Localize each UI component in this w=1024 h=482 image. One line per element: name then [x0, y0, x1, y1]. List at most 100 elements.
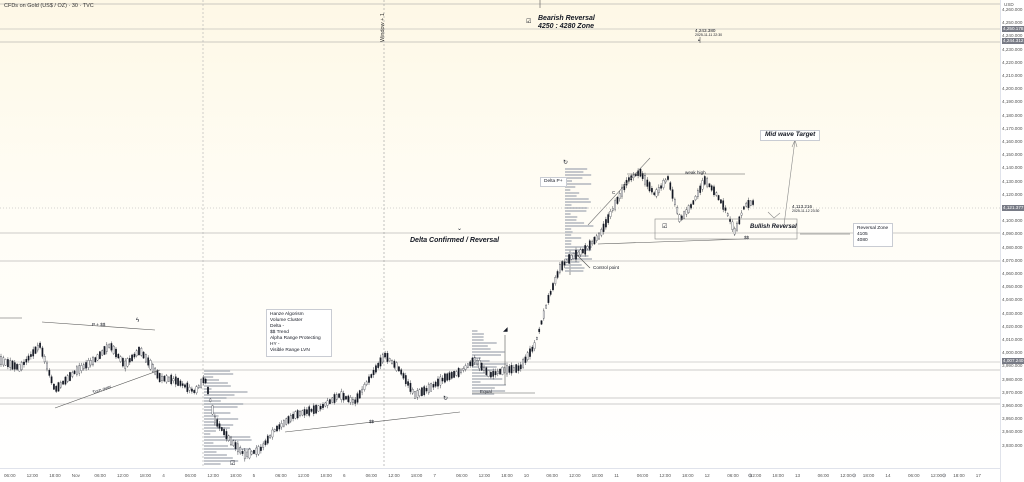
profile-bar [472, 390, 506, 392]
candle-body [398, 366, 400, 372]
notes-line-2: Delta - [270, 324, 285, 329]
chevron-down-icon: ⌄ [457, 226, 463, 232]
candle-body [747, 200, 750, 208]
candle-body [519, 364, 522, 370]
candle-body [78, 365, 81, 374]
candle-body [262, 443, 265, 448]
price-tick-label: 4,200.000 [1002, 86, 1023, 92]
profile-bar [565, 201, 591, 203]
mid-target-arrow [791, 139, 798, 148]
profile-bar [472, 384, 506, 386]
candle-body [379, 357, 382, 367]
trendline-turn-over [54, 369, 161, 409]
candle-body [18, 364, 21, 372]
candle-body [706, 178, 708, 187]
flag-icon: ◢ [503, 327, 508, 333]
candle-body [124, 360, 127, 369]
candle-body [722, 200, 725, 210]
candle-body [59, 382, 62, 388]
price-chart[interactable] [0, 0, 1000, 468]
candle-body [278, 424, 281, 430]
candle-body [324, 402, 327, 407]
profile-bar [204, 394, 235, 396]
candle-body [499, 368, 501, 375]
candle-body [623, 184, 626, 191]
profile-bar [204, 391, 248, 393]
candle-body [439, 376, 442, 386]
candle-body [76, 366, 78, 375]
candle-body [577, 251, 580, 256]
candle-body [646, 179, 649, 187]
notes-line-3: $$ Trend [270, 330, 289, 335]
price-tick-label: 4,050.000 [1002, 284, 1023, 290]
candle-body [724, 207, 727, 211]
candle-body [105, 344, 108, 352]
candle-body [411, 389, 414, 394]
candle-body [361, 388, 363, 393]
candle-body [55, 386, 58, 392]
time-axis[interactable]: 06:00 12:00 18:00 Nov 06:00 12:00 18:00 4 06:00 1… [0, 468, 1000, 482]
price-tick-label: 4,120.000 [1002, 191, 1023, 197]
price-axis[interactable]: USD 4,260.000 4,250.000 4,240.000 4,230.000… [1000, 0, 1024, 482]
candle-body [575, 250, 577, 260]
profile-bar [472, 387, 495, 389]
profile-bar [565, 216, 578, 218]
chart-area[interactable]: CFDs on Gold (US$ / OZ) · 30 · TVC Windo… [0, 0, 1000, 468]
time-tick-label: 06:00 [546, 473, 558, 478]
candle-body [237, 443, 239, 453]
candle-body [609, 211, 612, 217]
profile-bar [565, 210, 587, 212]
profile-bar [204, 370, 231, 372]
profile-bar [204, 424, 234, 426]
lightning-icon: ϟ [136, 318, 140, 324]
profile-bar [204, 433, 211, 435]
time-tick-label: 06:00 [365, 473, 378, 478]
candle-body [280, 423, 283, 428]
candle-body [170, 374, 173, 385]
symbol-title[interactable]: CFDs on Gold (US$ / OZ) · 30 · TVC [4, 3, 94, 9]
profile-bar [204, 415, 219, 417]
candle-body [115, 348, 117, 358]
bullish-reversal-label: Bullish Reversal [750, 224, 797, 230]
candle-body [142, 351, 145, 359]
candle-body [181, 383, 184, 386]
notes-line-6: Visible Range LVN [270, 348, 310, 353]
profile-bar [472, 372, 485, 374]
price-tick-label: 3,950.000 [1002, 416, 1023, 422]
candle-body [384, 352, 386, 358]
profile-bar [204, 445, 228, 447]
notes-line-1: Volume Cluster [270, 318, 303, 323]
candle-body [301, 410, 304, 416]
candle-body [591, 241, 593, 245]
price-tick-label: 4,260.000 [1002, 7, 1023, 12]
candle-body [269, 435, 271, 439]
time-tick-label: 17 [975, 473, 981, 478]
candle-body [43, 356, 46, 363]
candle-body [354, 399, 357, 404]
candle-body [400, 369, 403, 375]
time-tick-label: 18:00 [501, 473, 513, 478]
candle-body [464, 365, 467, 370]
candle-body [23, 361, 25, 365]
checkbox-icon-bottom: ☑ [230, 461, 236, 467]
notes-line-5: HY - [270, 342, 280, 347]
candle-body [726, 213, 729, 216]
reversal-zone-line1: 4105 [857, 232, 868, 237]
candlesticks [0, 167, 754, 462]
candle-body [73, 370, 76, 374]
profile-bar [204, 403, 244, 405]
candle-body [145, 354, 147, 363]
profile-bar [565, 264, 582, 266]
top-price-label: 4,243.380 [695, 28, 716, 33]
time-tick-label: 06:00 [275, 473, 287, 478]
price-tick-label: 4,230.000 [1002, 46, 1023, 52]
candle-body [4, 359, 7, 366]
candle-body [485, 367, 488, 375]
candle-body [39, 342, 41, 348]
price-tick-label: 3,940.000 [1002, 429, 1023, 435]
profile-bar [472, 336, 484, 338]
profile-bar [565, 186, 576, 188]
profile-bar [565, 204, 572, 206]
candle-body [283, 420, 285, 427]
candle-body [317, 405, 320, 412]
